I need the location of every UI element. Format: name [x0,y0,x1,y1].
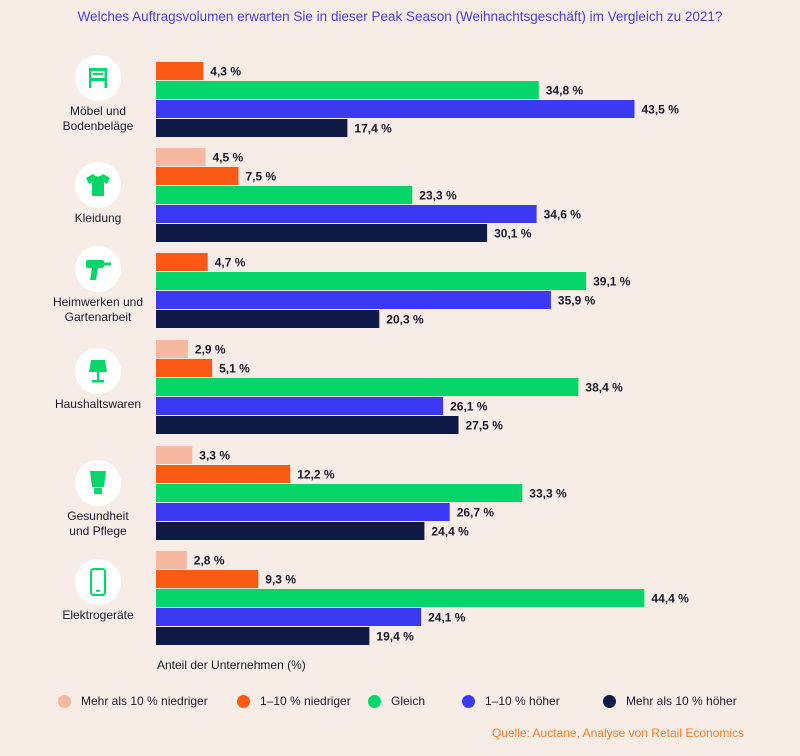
data-label: 12,2 % [297,468,335,482]
legend-swatch [462,694,475,708]
bar [156,503,450,521]
data-label: 24,1 % [428,611,466,625]
data-label: 27,5 % [466,419,504,433]
bar [156,446,193,464]
data-label: 3,3 % [199,449,230,463]
bar [156,81,539,99]
legend-label: Mehr als 10 % höher [626,694,737,708]
data-label: 20,3 % [386,313,424,327]
data-label: 2,9 % [195,343,226,357]
data-label: 23,3 % [419,189,457,203]
bar [156,589,645,607]
data-label: 39,1 % [593,275,631,289]
legend-label: 1–10 % niedriger [260,694,351,708]
legend-item-niedriger-1-10: 1–10 % niedriger [237,694,351,708]
legend-swatch [603,694,616,708]
legend-item-hoeher-1-10: 1–10 % höher [462,694,560,708]
data-label: 5,1 % [219,362,250,376]
data-label: 34,8 % [546,84,584,98]
bar-chart: Möbel und Bodenbeläge 4,3 % 34,8 % 43,5 % 17,… [53,55,689,645]
legend-label: Mehr als 10 % niedriger [81,694,208,708]
data-label: 24,4 % [431,525,469,539]
data-label: 4,3 % [210,65,241,79]
tube-icon [75,460,121,506]
data-label: 17,4 % [354,122,392,136]
legend-label: 1–10 % höher [485,694,560,708]
x-axis-label: Anteil der Unternehmen (%) [157,658,306,672]
data-label: 26,1 % [450,400,488,414]
legend-item-niedriger-10: Mehr als 10 % niedriger [58,694,208,708]
phone-icon [75,559,121,605]
bar [156,272,587,290]
bar [156,253,208,271]
drill-icon [75,246,121,292]
category-label: Möbel und Bodenbeläge [63,104,134,133]
data-label: 34,6 % [544,208,582,222]
bar [156,224,488,242]
bar [156,148,206,166]
category-label: Gesundheit und Pflege [67,509,129,538]
bar [156,397,444,415]
data-label: 43,5 % [642,103,680,117]
data-label: 19,4 % [376,630,414,644]
category-label: Heimwerken und Gartenarbeit [53,295,143,324]
bar [156,291,551,309]
bar [156,608,422,626]
bar [156,205,537,223]
legend-swatch [368,694,381,708]
lamp-icon [75,348,121,394]
data-label: 4,5 % [213,151,244,165]
bar [156,627,370,645]
chart-title: Welches Auftragsvolumen erwarten Sie in … [77,9,723,24]
data-label: 35,9 % [558,294,596,308]
data-label: 9,3 % [265,573,296,587]
data-label: 2,8 % [194,554,225,568]
bar [156,186,413,204]
legend-item-gleich: Gleich [368,694,425,708]
bar [156,62,204,80]
category-label: Haushaltswaren [55,397,141,411]
bar [156,359,213,377]
bar [156,551,187,569]
bar [156,100,635,118]
bar [156,378,579,396]
category-label: Kleidung [75,211,122,225]
bar [156,119,348,137]
data-label: 33,3 % [529,487,567,501]
bar [156,570,259,588]
legend-swatch [58,694,71,708]
data-label: 26,7 % [457,506,495,520]
bar [156,340,188,358]
bar [156,465,291,483]
category-label: Elektrogeräte [62,608,134,622]
source-note: Quelle: Auctane, Analyse von Retail Econ… [491,726,744,740]
data-label: 38,4 % [585,381,623,395]
data-label: 4,7 % [215,256,246,270]
data-label: 7,5 % [246,170,277,184]
bar [156,310,380,328]
bar [156,522,425,540]
tshirt-icon [75,162,121,208]
legend-swatch [237,694,250,708]
data-label: 44,4 % [651,592,689,606]
bar [156,167,239,185]
legend-item-hoeher-10: Mehr als 10 % höher [603,694,737,708]
bar [156,484,523,502]
data-label: 30,1 % [494,227,532,241]
legend: Mehr als 10 % niedriger 1–10 % niedriger… [0,694,800,712]
chair-icon [75,55,121,101]
legend-label: Gleich [391,694,426,708]
bar [156,416,459,434]
